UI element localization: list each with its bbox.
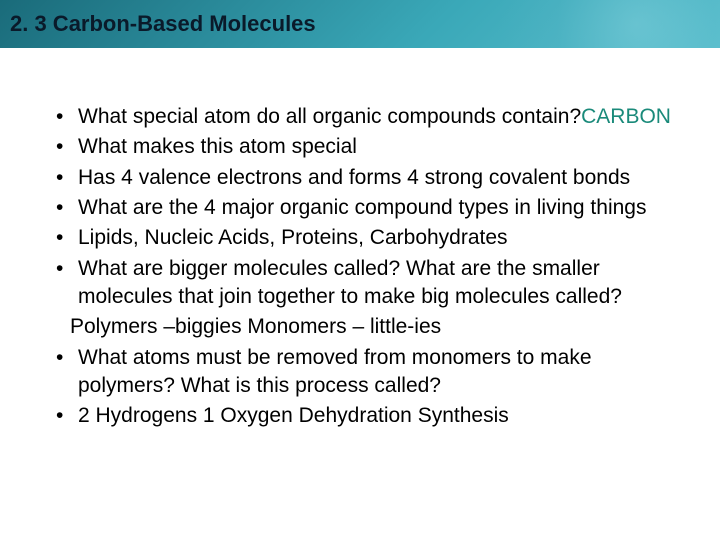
list-item: What makes this atom special (50, 133, 690, 161)
list-item: What are the 4 major organic compound ty… (50, 194, 690, 222)
item-text: What makes this atom special (78, 135, 357, 158)
bullet-list: What special atom do all organic compoun… (50, 103, 690, 311)
item-text: What atoms must be removed from monomers… (78, 346, 592, 397)
list-item: 2 Hydrogens 1 Oxygen Dehydration Synthes… (50, 402, 690, 430)
list-item: What atoms must be removed from monomers… (50, 344, 690, 401)
sub-answer-line: Polymers –biggies Monomers – little-ies (50, 313, 690, 341)
item-text: What are bigger molecules called? What a… (78, 257, 622, 308)
slide-title: 2. 3 Carbon-Based Molecules (10, 11, 316, 37)
list-item: What special atom do all organic compoun… (50, 103, 690, 131)
item-text: Lipids, Nucleic Acids, Proteins, Carbohy… (78, 226, 508, 249)
item-answer: CARBON (581, 105, 671, 128)
list-item: Lipids, Nucleic Acids, Proteins, Carbohy… (50, 224, 690, 252)
slide-header: 2. 3 Carbon-Based Molecules (0, 0, 720, 48)
list-item: Has 4 valence electrons and forms 4 stro… (50, 164, 690, 192)
item-text: What are the 4 major organic compound ty… (78, 196, 646, 219)
slide-content: What special atom do all organic compoun… (0, 48, 720, 453)
bullet-list-2: What atoms must be removed from monomers… (50, 344, 690, 431)
item-text: 2 Hydrogens 1 Oxygen Dehydration Synthes… (78, 404, 509, 427)
item-text: What special atom do all organic compoun… (78, 105, 581, 128)
list-item: What are bigger molecules called? What a… (50, 255, 690, 312)
item-text: Has 4 valence electrons and forms 4 stro… (78, 166, 630, 189)
